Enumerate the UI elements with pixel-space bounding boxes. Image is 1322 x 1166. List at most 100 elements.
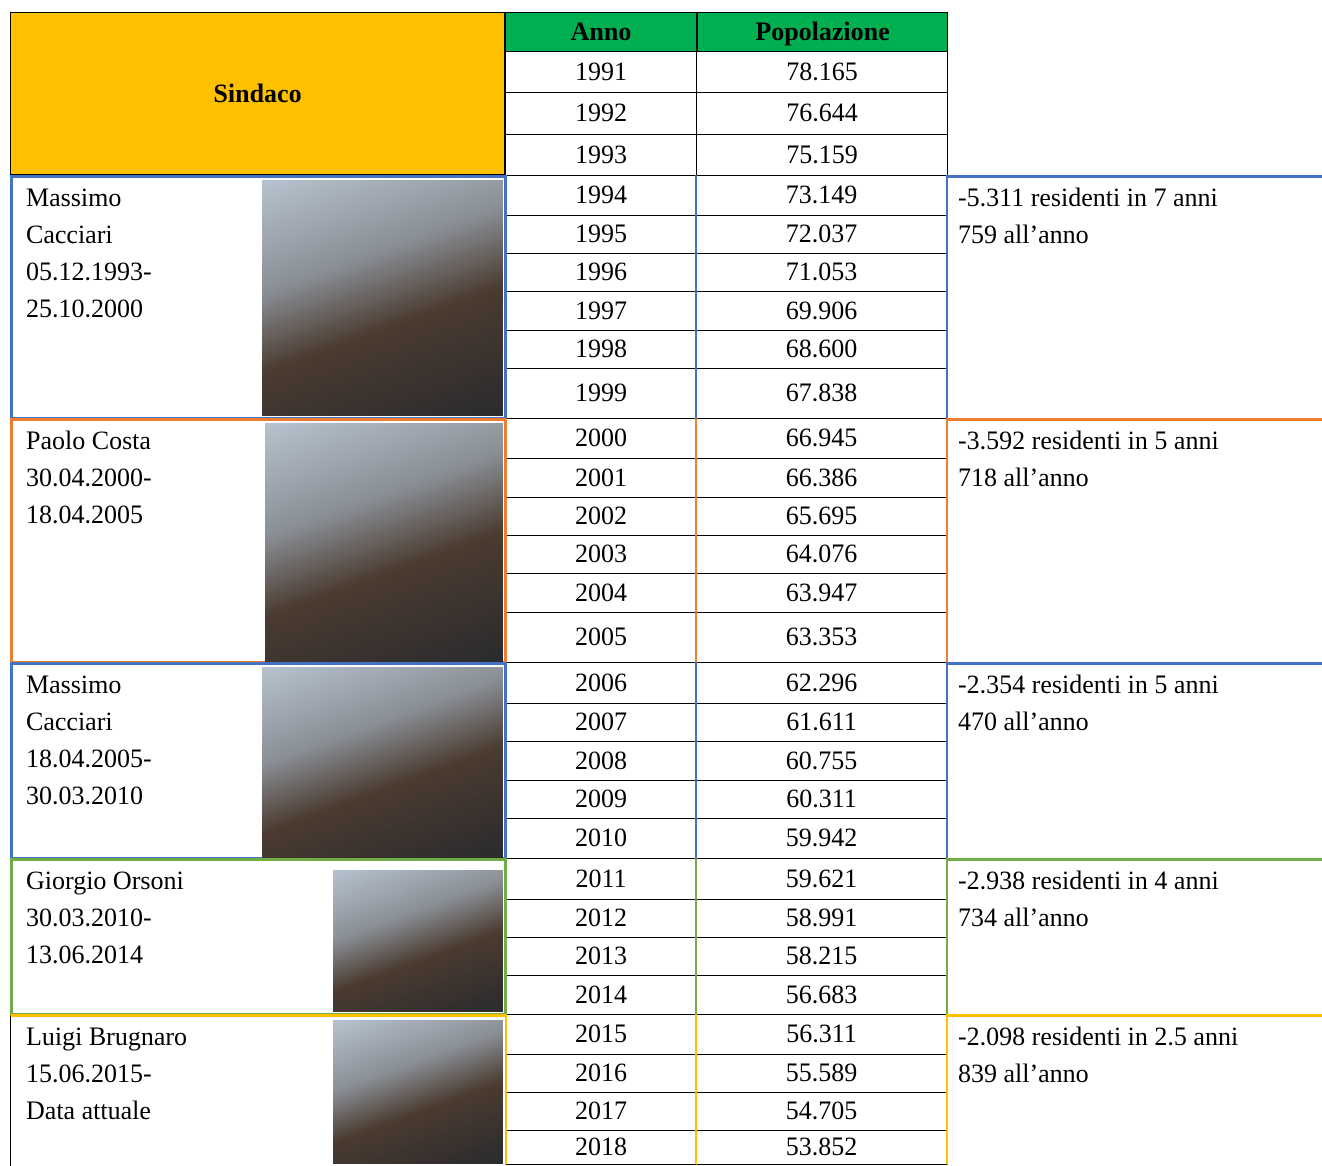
- population-cell: 78.165: [697, 52, 948, 93]
- year-cell: 2006: [505, 662, 697, 704]
- population-cell: 67.838: [697, 368, 948, 419]
- mayor-name: 18.04.2005: [26, 496, 143, 533]
- population-cell: 61.611: [697, 703, 948, 742]
- population-cell: 59.942: [697, 818, 948, 859]
- year-cell: 2002: [505, 497, 697, 536]
- mayor-photo: [333, 870, 503, 1012]
- population-cell: 56.311: [697, 1014, 948, 1055]
- mayor-photo: [262, 180, 503, 416]
- mayor-name: Massimo: [26, 666, 121, 703]
- mayor-name: Data attuale: [26, 1092, 151, 1129]
- mayor-name: 13.06.2014: [26, 936, 143, 973]
- group-divider: [948, 175, 1322, 178]
- mayor-name: 18.04.2005-: [26, 740, 152, 777]
- population-header: Popolazione: [697, 12, 948, 52]
- population-cell: 63.947: [697, 573, 948, 613]
- mayor-name: Cacciari: [26, 703, 113, 740]
- page: Sindaco Anno Popolazione (() => { const …: [0, 0, 1322, 1164]
- year-cell: 2009: [505, 780, 697, 819]
- population-cell: 58.215: [697, 937, 948, 976]
- year-cell: 1995: [505, 215, 697, 254]
- mayor-name: 30.03.2010-: [26, 899, 152, 936]
- year-cell: 1992: [505, 92, 697, 135]
- summary-text: -2.098 residenti in 2.5 anni: [958, 1018, 1238, 1055]
- year-cell: 2000: [505, 418, 697, 459]
- year-cell: 2007: [505, 703, 697, 742]
- population-cell: 56.683: [697, 975, 948, 1015]
- year-cell: 1991: [505, 52, 697, 93]
- group-divider: [948, 662, 1322, 665]
- summary-text: -2.938 residenti in 4 anni: [958, 862, 1219, 899]
- population-cell: 66.386: [697, 458, 948, 498]
- year-cell: 1997: [505, 291, 697, 331]
- year-cell: 2001: [505, 458, 697, 498]
- population-cell: 76.644: [697, 92, 948, 135]
- mayor-name: 30.04.2000-: [26, 459, 152, 496]
- year-header: Anno: [505, 12, 697, 52]
- population-cell: 71.053: [697, 253, 948, 292]
- summary-text: 734 all’anno: [958, 899, 1089, 936]
- year-cell: 1998: [505, 330, 697, 369]
- year-cell: 2012: [505, 899, 697, 938]
- population-cell: 66.945: [697, 418, 948, 459]
- population-cell: 69.906: [697, 291, 948, 331]
- year-cell: 2010: [505, 818, 697, 859]
- summary-text: -2.354 residenti in 5 anni: [958, 666, 1219, 703]
- population-cell: 64.076: [697, 535, 948, 574]
- summary-text: -3.592 residenti in 5 anni: [958, 422, 1219, 459]
- population-cell: 72.037: [697, 215, 948, 254]
- mayor-photo: [262, 667, 503, 858]
- summary-text: 470 all’anno: [958, 703, 1089, 740]
- population-cell: 60.311: [697, 780, 948, 819]
- mayor-name: Paolo Costa: [26, 422, 151, 459]
- mayor-header-text: Sindaco: [213, 79, 301, 109]
- year-cell: 1999: [505, 368, 697, 419]
- year-cell: 2016: [505, 1054, 697, 1093]
- population-cell: 65.695: [697, 497, 948, 536]
- mayor-name: 05.12.1993-: [26, 253, 152, 290]
- summary-text: 718 all’anno: [958, 459, 1089, 496]
- year-cell: 1996: [505, 253, 697, 292]
- group-divider: [948, 1014, 1322, 1017]
- group-divider: [948, 418, 1322, 421]
- year-cell: 2008: [505, 741, 697, 781]
- mayor-photo: [265, 423, 503, 662]
- population-cell: 60.755: [697, 741, 948, 781]
- mayor-name: Luigi Brugnaro: [26, 1018, 187, 1055]
- year-cell: 2015: [505, 1014, 697, 1055]
- mayor-header: Sindaco: [10, 12, 505, 175]
- year-header-text: Anno: [571, 17, 632, 47]
- population-header-text: Popolazione: [755, 17, 889, 47]
- population-cell: 58.991: [697, 899, 948, 938]
- year-cell: 2013: [505, 937, 697, 976]
- year-cell: 2004: [505, 573, 697, 613]
- mayor-name: 15.06.2015-: [26, 1055, 152, 1092]
- year-cell: 1994: [505, 175, 697, 216]
- year-cell: 2003: [505, 535, 697, 574]
- year-cell: 1993: [505, 134, 697, 176]
- population-cell: 68.600: [697, 330, 948, 369]
- summary-text: 759 all’anno: [958, 216, 1089, 253]
- year-cell: 2018: [505, 1130, 697, 1165]
- mayor-name: 25.10.2000: [26, 290, 143, 327]
- group-divider: [948, 858, 1322, 861]
- mayor-name: Massimo: [26, 179, 121, 216]
- year-cell: 2011: [505, 858, 697, 900]
- population-cell: 75.159: [697, 134, 948, 176]
- year-cell: 2017: [505, 1092, 697, 1131]
- mayor-photo: [333, 1020, 503, 1164]
- population-cell: 62.296: [697, 662, 948, 704]
- mayor-name: Cacciari: [26, 216, 113, 253]
- population-cell: 53.852: [697, 1130, 948, 1165]
- population-cell: 63.353: [697, 612, 948, 663]
- population-cell: 59.621: [697, 858, 948, 900]
- summary-text: -5.311 residenti in 7 anni: [958, 179, 1218, 216]
- population-cell: 55.589: [697, 1054, 948, 1093]
- year-cell: 2014: [505, 975, 697, 1015]
- summary-text: 839 all’anno: [958, 1055, 1089, 1092]
- population-cell: 73.149: [697, 175, 948, 216]
- population-cell: 54.705: [697, 1092, 948, 1131]
- year-cell: 2005: [505, 612, 697, 663]
- mayor-name: Giorgio Orsoni: [26, 862, 184, 899]
- mayor-name: 30.03.2010: [26, 777, 143, 814]
